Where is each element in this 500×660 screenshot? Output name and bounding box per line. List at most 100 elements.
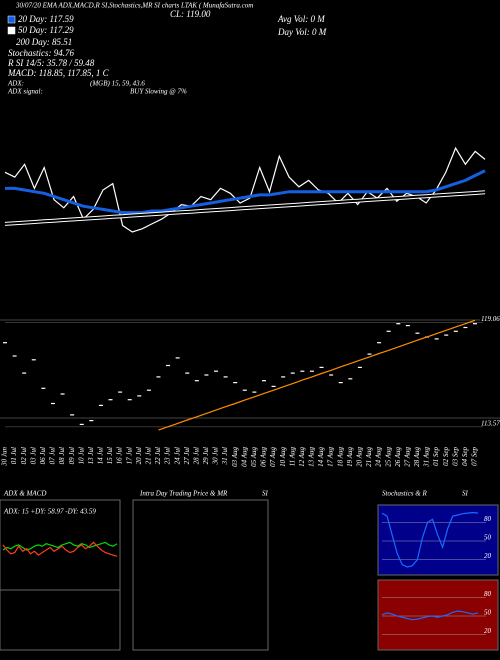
price-tick bbox=[118, 391, 123, 393]
x-tick-label: 21 Aug bbox=[365, 447, 373, 467]
x-tick-label: 30 Jul bbox=[212, 447, 220, 465]
x-tick-label: 07 Jul bbox=[49, 447, 57, 464]
price-tick bbox=[300, 370, 305, 372]
price-tick bbox=[386, 330, 391, 332]
price-tick bbox=[367, 353, 372, 355]
price-tick bbox=[252, 391, 257, 393]
legend-label: 20 Day: 117.59 bbox=[18, 14, 74, 24]
x-tick-label: 11 Aug bbox=[288, 447, 296, 467]
x-tick-label: 31 Aug bbox=[423, 447, 431, 468]
stochastics-panel bbox=[377, 504, 499, 576]
x-tick-label: 01 Sep bbox=[432, 447, 440, 466]
x-tick-label: 16 Jul bbox=[116, 447, 124, 464]
x-tick-label: 30 Jun bbox=[1, 447, 9, 467]
legend-swatch bbox=[7, 26, 16, 35]
close: CL: 119.00 bbox=[170, 9, 211, 19]
price-tick bbox=[338, 382, 343, 384]
price-tick bbox=[214, 370, 219, 372]
x-tick-label: 26 Aug bbox=[394, 447, 402, 467]
price-tick bbox=[281, 376, 286, 378]
rsi-panel bbox=[377, 579, 499, 651]
x-tick-label: 01 Jul bbox=[10, 447, 18, 464]
legend-label: 50 Day: 117.29 bbox=[18, 25, 74, 35]
x-tick-label: 21 Jul bbox=[144, 447, 152, 464]
price-tick bbox=[204, 374, 209, 376]
x-tick-label: 10 Jul bbox=[77, 447, 85, 464]
x-tick-label: 02 Jul bbox=[20, 447, 28, 464]
x-tick-label: 17 Aug bbox=[327, 447, 335, 467]
x-tick-label: 08 Jul bbox=[58, 447, 66, 464]
adx-signal: ADX signal: bbox=[7, 88, 43, 96]
x-tick-label: 23 Jul bbox=[164, 447, 172, 464]
price-tick bbox=[60, 393, 65, 395]
x-tick-label: 20 Jul bbox=[135, 447, 143, 464]
series-line bbox=[381, 511, 479, 568]
price-tick bbox=[70, 414, 75, 416]
price-tick bbox=[463, 326, 468, 329]
intraday-panel bbox=[132, 499, 269, 651]
x-tick-label: 17 Jul bbox=[125, 447, 133, 464]
price-tick bbox=[377, 342, 382, 344]
price-tick bbox=[166, 364, 171, 367]
series-line bbox=[158, 319, 476, 431]
price-tick bbox=[453, 330, 458, 332]
price-tick bbox=[223, 376, 228, 378]
adx: ADX: bbox=[7, 80, 24, 88]
series-line bbox=[2, 541, 118, 557]
price-tick bbox=[146, 389, 151, 391]
price-tick bbox=[194, 380, 199, 382]
x-tick-label: 07 Sep bbox=[471, 447, 479, 466]
price-tick bbox=[79, 423, 84, 425]
x-tick-label: 15 Jul bbox=[106, 447, 114, 464]
x-tick-label: 02 Sep bbox=[442, 447, 450, 466]
x-tick-label: 14 Jul bbox=[97, 447, 105, 464]
x-tick-label: 19 Aug bbox=[346, 447, 354, 467]
y-tick-label: 50 bbox=[484, 609, 492, 617]
price-tick bbox=[434, 338, 439, 340]
y-tick-label: 50 bbox=[484, 534, 492, 542]
price-tick bbox=[319, 366, 324, 368]
x-tick-label: 14 Aug bbox=[317, 447, 325, 467]
y-tick-label: 113.57 bbox=[481, 419, 500, 427]
x-tick-label: 25 Aug bbox=[384, 447, 392, 467]
x-tick-label: 22 Jul bbox=[154, 447, 162, 464]
x-tick-label: 04 Aug bbox=[240, 447, 248, 467]
x-tick-label: 27 Aug bbox=[403, 447, 411, 467]
x-tick-label: 03 Aug bbox=[231, 447, 239, 467]
price-tick bbox=[108, 399, 113, 401]
avg-vol: Avg Vol: 0 M bbox=[277, 14, 325, 24]
panel-title: SI bbox=[462, 490, 469, 498]
price-tick bbox=[415, 332, 420, 334]
y-tick-label: 80 bbox=[484, 515, 492, 523]
x-tick-label: 20 Aug bbox=[356, 447, 364, 467]
x-tick-label: 03 Jul bbox=[29, 447, 37, 464]
series-line-inner bbox=[4, 191, 486, 225]
price-tick bbox=[444, 334, 449, 336]
price-tick bbox=[396, 323, 401, 325]
rsi: R SI 14/5: 35.78 / 59.48 bbox=[7, 58, 95, 68]
macd: MACD: 118.85, 117.85, 1 C bbox=[7, 68, 110, 78]
panel-title: Stochastics & R bbox=[382, 490, 427, 498]
x-tick-label: 07 Aug bbox=[269, 447, 277, 467]
price-tick bbox=[137, 395, 142, 397]
price-tick bbox=[50, 402, 55, 405]
x-tick-label: 13 Jul bbox=[87, 447, 95, 464]
series-line bbox=[2, 541, 118, 551]
y-tick-label: 80 bbox=[484, 590, 492, 598]
price-tick bbox=[89, 420, 94, 422]
price-tick bbox=[22, 372, 27, 374]
signal: BUY Slowing @ 7% bbox=[130, 88, 187, 96]
price-tick bbox=[309, 370, 314, 372]
price-tick bbox=[41, 387, 46, 389]
price-tick bbox=[348, 378, 353, 380]
series-line bbox=[381, 610, 479, 621]
price-tick bbox=[98, 404, 103, 406]
day-vol: Day Vol: 0 M bbox=[277, 27, 327, 37]
price-tick bbox=[290, 372, 295, 374]
x-tick-label: 06 Jul bbox=[39, 447, 47, 464]
price-tick bbox=[3, 342, 7, 344]
y-tick-label: 20 bbox=[484, 552, 492, 560]
x-tick-label: 27 Jul bbox=[183, 447, 191, 464]
price-tick bbox=[473, 323, 477, 325]
